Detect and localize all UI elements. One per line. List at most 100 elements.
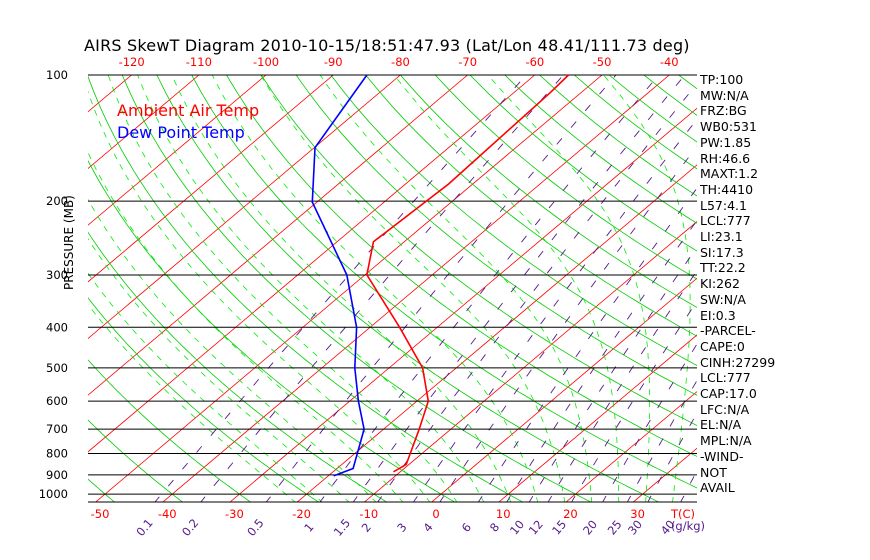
moist-adiabat-line <box>393 75 620 502</box>
dry-adiabat-line <box>260 75 697 426</box>
moist-adiabat-line <box>107 75 458 502</box>
moist-adiabat-line <box>88 304 296 502</box>
top-temp-tick-label: -90 <box>324 55 343 69</box>
isotherm-line <box>162 75 670 502</box>
index-item: PW:1.85 <box>700 134 752 150</box>
bottom-temp-tick-label: 10 <box>496 507 511 521</box>
mixing-ratio-line <box>377 82 697 502</box>
mixing-ratio-line <box>200 75 564 502</box>
isotherm-line <box>88 75 200 170</box>
dry-adiabat-line <box>88 75 524 502</box>
index-item: L57:4.1 <box>700 197 747 213</box>
mixing-ratio-line <box>647 412 697 502</box>
pressure-tick-label: 900 <box>46 468 68 482</box>
moist-adiabat-line <box>88 238 350 502</box>
mixing-ratio-line <box>439 145 697 502</box>
dry-adiabat-line <box>330 75 697 366</box>
mixing-ratio-tick-label: 20 <box>580 517 600 537</box>
mixing-ratio-unit-label: (g/kg) <box>671 519 705 533</box>
pressure-tick-label: 600 <box>46 394 68 408</box>
index-item: EL:N/A <box>700 417 742 433</box>
mixing-ratio-tick-label: 4 <box>420 520 435 535</box>
top-temp-tick-label: -60 <box>525 55 544 69</box>
top-temp-tick-label: -100 <box>253 55 279 69</box>
isotherm-line <box>95 75 603 502</box>
isotherm-line <box>767 75 870 503</box>
mixing-ratio-line <box>547 269 697 502</box>
bottom-temp-tick-label: -10 <box>359 507 378 521</box>
top-temp-tick-label: -120 <box>119 55 145 69</box>
index-item: EI:0.3 <box>700 307 736 323</box>
index-item: TH:4410 <box>700 181 754 197</box>
bottom-temp-tick-label: -20 <box>292 507 311 521</box>
dry-adiabat-line <box>88 297 320 502</box>
isotherm-line <box>88 75 468 396</box>
bottom-temp-tick-label: 30 <box>630 507 645 521</box>
mixing-ratio-tick-label: 1.5 <box>331 516 353 539</box>
moist-adiabat-line <box>319 75 593 502</box>
mixing-ratio-tick-label: 25 <box>605 517 625 537</box>
dry-adiabat-line <box>88 359 252 502</box>
dry-adiabat-line <box>121 75 592 502</box>
moist-adiabat-line <box>487 75 650 502</box>
mixing-ratio-line <box>352 75 686 502</box>
index-item: KI:262 <box>700 276 740 292</box>
index-item: AVAIL <box>700 480 735 496</box>
dry-adiabat-line <box>504 75 697 224</box>
dry-adiabat-line <box>295 75 697 396</box>
index-item: RH:46.6 <box>700 150 751 166</box>
index-item: -PARCEL- <box>700 323 756 339</box>
legend-dewpoint: Dew Point Temp <box>117 123 245 142</box>
index-item: CINH:27299 <box>700 354 776 370</box>
dry-adiabat-line <box>400 75 697 308</box>
isotherm-line <box>0 75 64 503</box>
moist-adiabat-line <box>137 75 485 502</box>
isotherm-line <box>88 75 536 453</box>
moist-adiabat-line <box>603 75 691 502</box>
chart-title: AIRS SkewT Diagram 2010-10-15/18:51:47.9… <box>84 36 690 55</box>
isotherm-line <box>88 75 267 226</box>
dry-adiabat-line <box>818 75 870 503</box>
top-temp-tick-label: -50 <box>593 55 612 69</box>
index-item: CAP:17.0 <box>700 386 757 401</box>
top-temp-tick-label: -110 <box>186 55 212 69</box>
mixing-ratio-tick-label: 0.5 <box>244 516 266 539</box>
index-item: CAPE:0 <box>700 338 745 354</box>
index-item: NOT <box>700 464 727 480</box>
mixing-ratio-tick-label: 1 <box>301 520 316 535</box>
mixing-ratio-line <box>412 118 697 502</box>
isotherm-line <box>431 277 697 502</box>
index-item: LCL:777 <box>700 213 751 229</box>
isotherm-line <box>296 164 697 502</box>
dry-adiabat-line <box>365 75 697 337</box>
pressure-tick-label: 700 <box>46 422 68 436</box>
y-axis-label: PRESSURE (MB) <box>62 195 76 290</box>
moist-adiabat-line <box>211 75 539 502</box>
dry-adiabat-line <box>88 419 184 502</box>
dry-adiabat-line <box>191 75 697 489</box>
moist-adiabat-line <box>88 198 377 502</box>
bottom-temp-tick-label: 20 <box>563 507 578 521</box>
mixing-ratio-tick-label: 3 <box>394 520 409 535</box>
moist-adiabat-line <box>88 272 323 502</box>
mixing-ratio-tick-label: 2 <box>359 520 374 535</box>
mixing-ratio-line <box>265 75 617 502</box>
bottom-temp-tick-label: -30 <box>225 507 244 521</box>
mixing-ratio-line <box>319 75 659 502</box>
mixing-ratio-tick-label: 8 <box>487 520 502 535</box>
mixing-ratio-tick-label: 0.2 <box>179 516 201 539</box>
dry-adiabat-line <box>88 478 116 502</box>
index-item: -WIND- <box>700 448 744 464</box>
dry-adiabat-line <box>469 75 697 252</box>
index-item: LI:23.1 <box>700 229 743 244</box>
index-item: TT:22.2 <box>700 260 746 276</box>
dry-adiabat-line <box>156 75 660 502</box>
dry-adiabat-line <box>643 75 697 116</box>
index-item: MW:N/A <box>700 87 749 103</box>
mixing-ratio-line <box>506 219 697 502</box>
moist-adiabat-line <box>88 151 404 502</box>
index-item: SW:N/A <box>700 291 746 307</box>
top-temp-tick-label: -70 <box>458 55 477 69</box>
